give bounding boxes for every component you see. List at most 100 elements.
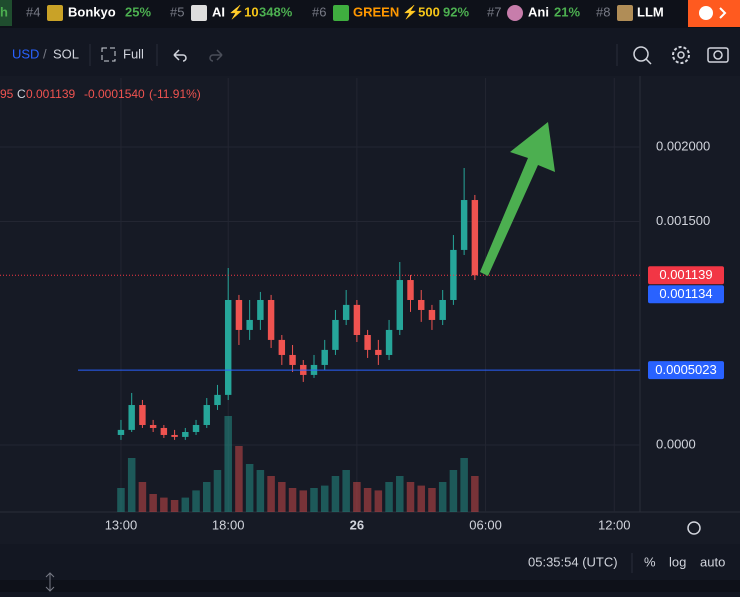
volume-bar (320, 485, 329, 512)
fullscreen-icon (101, 47, 116, 62)
volume-bar (170, 500, 179, 512)
volume-bar (245, 464, 254, 512)
volume-bar (471, 476, 479, 512)
candle-body (375, 349, 382, 355)
volume-bar (127, 458, 136, 512)
candle-body (267, 299, 275, 340)
volume-bar (353, 482, 361, 512)
clock: 05:35:54 (UTC) (528, 554, 618, 569)
candle-body (396, 280, 404, 330)
name: AI (212, 4, 225, 19)
logo (191, 5, 207, 21)
price-label-box (648, 361, 724, 380)
name: LLM (637, 4, 664, 19)
candle-body (332, 319, 339, 350)
auto-toggle[interactable]: auto (700, 554, 725, 569)
status-bar (0, 546, 740, 578)
volume-bar (192, 490, 200, 512)
logo (617, 5, 633, 21)
volume-bar (213, 470, 222, 512)
log-toggle[interactable]: log (669, 554, 686, 569)
boost: ⚡500 (402, 4, 440, 20)
candle-body (246, 319, 253, 330)
candle-body (224, 299, 232, 395)
fullscreen[interactable]: Full (123, 46, 144, 61)
candle-body (460, 200, 468, 250)
volume-bar (385, 482, 393, 512)
volume-bar (256, 470, 265, 512)
settings-icon[interactable] (672, 46, 690, 64)
search-handle (645, 58, 652, 65)
volume-bar (288, 488, 297, 512)
volume-bar (224, 416, 232, 512)
hot-button[interactable] (688, 0, 740, 27)
candle-body (128, 405, 135, 430)
name: Bonkyo (68, 4, 116, 19)
candle-body (117, 429, 125, 435)
price-label: 0.0005023 (655, 362, 716, 377)
ticker-item[interactable]: #8 LLM (596, 4, 664, 21)
scale-settings[interactable] (687, 521, 701, 535)
ticker-item[interactable]: #4 Bonkyo 25% (26, 4, 151, 21)
volume-bar (138, 482, 147, 512)
boost: ⚡10 (228, 4, 259, 20)
name: Ani (528, 4, 549, 19)
legend-close: 0.001139 (26, 87, 75, 101)
redo[interactable] (209, 49, 223, 62)
percent-toggle[interactable]: % (644, 554, 656, 569)
legend-cut: 95 (0, 87, 14, 101)
volume-bar (267, 476, 275, 512)
volume-bar (331, 476, 340, 512)
rank: #8 (596, 4, 610, 19)
price-label-box (648, 266, 724, 285)
chevron (719, 7, 727, 19)
volume-bar (203, 482, 211, 512)
price-label: 0.001134 (659, 286, 712, 301)
bottom-strip (0, 580, 740, 592)
resize-handle[interactable] (45, 572, 55, 592)
candle-body (235, 299, 243, 330)
currency[interactable]: USD (12, 46, 39, 61)
price-label-box (648, 285, 724, 304)
candle-body (182, 431, 189, 437)
candle-body (139, 405, 146, 425)
candle-body (321, 349, 328, 365)
candle-body (257, 299, 264, 320)
search-icon[interactable] (633, 46, 649, 62)
candle-body (353, 304, 361, 336)
separator: / (43, 46, 47, 61)
chart-area (0, 76, 740, 544)
legend-change-pct: (-11.91%) (149, 87, 201, 101)
candle-body (428, 309, 436, 320)
candle-body (203, 405, 210, 425)
x-tick-label: 26 (350, 517, 364, 532)
ticker-item[interactable]: #5 AI ⚡10 348% (170, 4, 293, 21)
volume-bar (406, 482, 415, 512)
rank: #5 (170, 4, 184, 19)
volume-bar (428, 488, 436, 512)
legend-change: -0.0001540 (84, 87, 145, 101)
settings-hub (677, 51, 685, 59)
rank: #6 (312, 4, 326, 19)
undo[interactable] (173, 49, 187, 62)
ticker-item[interactable]: #7 Ani 21% (487, 4, 580, 21)
volume-bar (117, 488, 125, 512)
name: GREEN (353, 4, 399, 19)
x-tick-label: 18:00 (212, 517, 245, 532)
x-tick-label: 06:00 (469, 517, 502, 532)
candle-body (171, 434, 178, 437)
ticker-lead: h (0, 4, 8, 19)
logo (333, 5, 349, 21)
candle-body (149, 424, 157, 428)
candle-body (407, 280, 414, 300)
volume-bar (342, 470, 350, 512)
volume-bar (310, 488, 318, 512)
logo (47, 5, 63, 21)
volume-bar (299, 490, 308, 512)
ticker-item[interactable]: #6 GREEN ⚡500 92% (312, 4, 469, 21)
quote[interactable]: SOL (53, 46, 79, 61)
camera-icon[interactable] (707, 47, 729, 63)
legend-close-label: C (17, 87, 26, 101)
volume-bar (278, 482, 286, 512)
